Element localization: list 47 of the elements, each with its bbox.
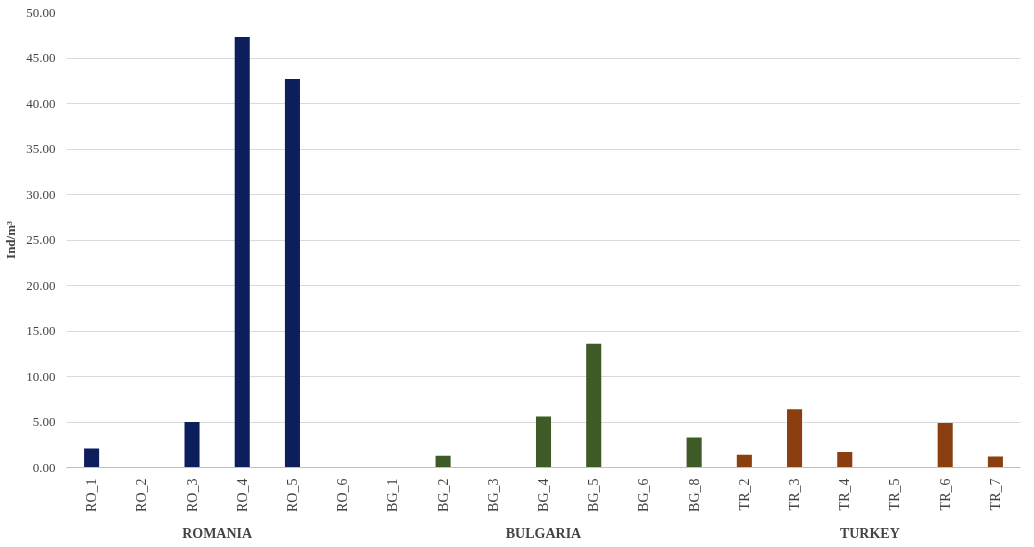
x-tick-label: RO_5 xyxy=(284,478,300,512)
y-tick-label: 15.00 xyxy=(26,323,56,338)
x-tick-label: TR_6 xyxy=(937,478,953,511)
text: TURKEY xyxy=(839,525,900,541)
y-tick-label: 50.00 xyxy=(26,4,56,20)
bar xyxy=(234,37,250,468)
y-tick-label: 35.00 xyxy=(26,141,56,156)
x-tick-label: BG_1 xyxy=(385,478,401,512)
x-tick-label: RO_4 xyxy=(234,478,250,512)
x-tick-label: BG_4 xyxy=(536,478,551,512)
x-tick-label: RO_3 xyxy=(184,478,200,512)
bar xyxy=(586,343,602,468)
text: BULGARIA xyxy=(505,525,583,541)
bar xyxy=(686,437,702,468)
y-tick-label: 40.00 xyxy=(26,95,56,111)
text: ROMANIA xyxy=(182,525,254,541)
y-tick-label: 0.00 xyxy=(32,459,56,475)
bar xyxy=(435,455,451,468)
x-tick-label: TR_7 xyxy=(987,478,1003,511)
x-tick-label: TR_2 xyxy=(736,478,752,511)
y-tick-label: 5.00 xyxy=(32,414,56,429)
bar xyxy=(284,78,300,468)
x-tick-label: BG_3 xyxy=(485,478,501,512)
x-tick-label: RO_2 xyxy=(134,478,150,512)
bar xyxy=(987,456,1003,468)
x-tick-label: BG_6 xyxy=(636,478,652,512)
x-tick-label: BG_5 xyxy=(586,478,602,512)
bar xyxy=(184,422,200,468)
x-tick-label: TR_5 xyxy=(887,478,903,511)
y-tick-label: 10.00 xyxy=(26,368,56,384)
x-tick-label: BG_2 xyxy=(435,478,451,512)
y-tick-label: 25.00 xyxy=(26,232,56,247)
y-tick-label: 20.00 xyxy=(26,277,56,293)
bar xyxy=(837,452,853,468)
bar xyxy=(736,454,752,468)
y-axis-title: Ind/m³ xyxy=(3,220,19,259)
x-tick-label: RO_6 xyxy=(335,478,351,512)
x-tick-label: TR_3 xyxy=(787,478,803,511)
x-tick-label: BG_8 xyxy=(686,478,702,512)
x-tick-label: TR_4 xyxy=(837,478,853,511)
y-tick-label: 30.00 xyxy=(26,186,56,202)
bar xyxy=(84,448,100,468)
bar xyxy=(535,416,552,468)
y-tick-label: 45.00 xyxy=(26,50,56,65)
bar xyxy=(787,409,803,468)
bar xyxy=(937,422,953,468)
x-tick-label: RO_1 xyxy=(84,478,100,512)
